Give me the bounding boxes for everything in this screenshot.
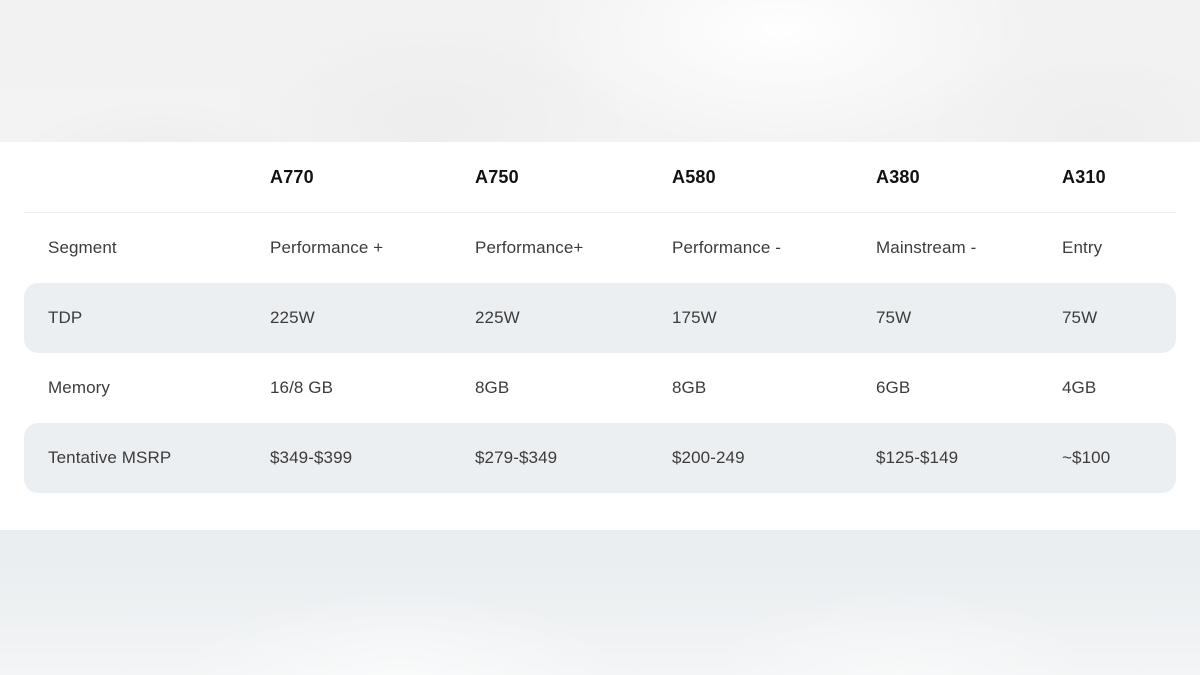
cell-msrp-a310: ~$100 — [1062, 448, 1111, 467]
cell-tdp-a580: 175W — [672, 308, 717, 327]
table-row-tentative-msrp: Tentative MSRP $349-$399 $279-$349 $200-… — [24, 423, 1176, 493]
cell-tdp-a750: 225W — [475, 308, 520, 327]
blurred-background-top — [0, 0, 1200, 142]
cell-segment-a580: Performance - — [672, 238, 782, 257]
cell-msrp-a750: $279-$349 — [475, 448, 558, 467]
cell-segment-a310: Entry — [1062, 238, 1103, 257]
gpu-spec-table: A770 A750 A580 A380 A310 Segment Perform… — [0, 142, 1200, 530]
row-label: Memory — [48, 378, 110, 397]
column-header-a380: A380 — [876, 166, 920, 187]
cell-tdp-a310: 75W — [1062, 308, 1098, 327]
cell-msrp-a580: $200-249 — [672, 448, 745, 467]
cell-segment-a770: Performance + — [270, 238, 384, 257]
table-row-memory: Memory 16/8 GB 8GB 8GB 6GB 4GB — [24, 353, 1176, 423]
blurred-background-bottom — [0, 530, 1200, 675]
row-label: TDP — [48, 308, 83, 327]
cell-memory-a750: 8GB — [475, 378, 510, 397]
table-header-row: A770 A750 A580 A380 A310 — [24, 142, 1176, 213]
row-label: Segment — [48, 238, 117, 257]
column-header-a750: A750 — [475, 166, 519, 187]
cell-memory-a770: 16/8 GB — [270, 378, 334, 397]
cell-segment-a750: Performance+ — [475, 238, 584, 257]
column-header-a310: A310 — [1062, 166, 1106, 187]
cell-tdp-a770: 225W — [270, 308, 315, 327]
cell-memory-a580: 8GB — [672, 378, 707, 397]
cell-msrp-a770: $349-$399 — [270, 448, 353, 467]
table-row-tdp: TDP 225W 225W 175W 75W 75W — [24, 283, 1176, 353]
cell-msrp-a380: $125-$149 — [876, 448, 959, 467]
cell-tdp-a380: 75W — [876, 308, 912, 327]
cell-segment-a380: Mainstream - — [876, 238, 977, 257]
column-header-a770: A770 — [270, 166, 314, 187]
cell-memory-a380: 6GB — [876, 378, 911, 397]
table-row-segment: Segment Performance + Performance+ Perfo… — [24, 213, 1176, 283]
column-header-a580: A580 — [672, 166, 716, 187]
row-label: Tentative MSRP — [48, 448, 172, 467]
cell-memory-a310: 4GB — [1062, 378, 1097, 397]
